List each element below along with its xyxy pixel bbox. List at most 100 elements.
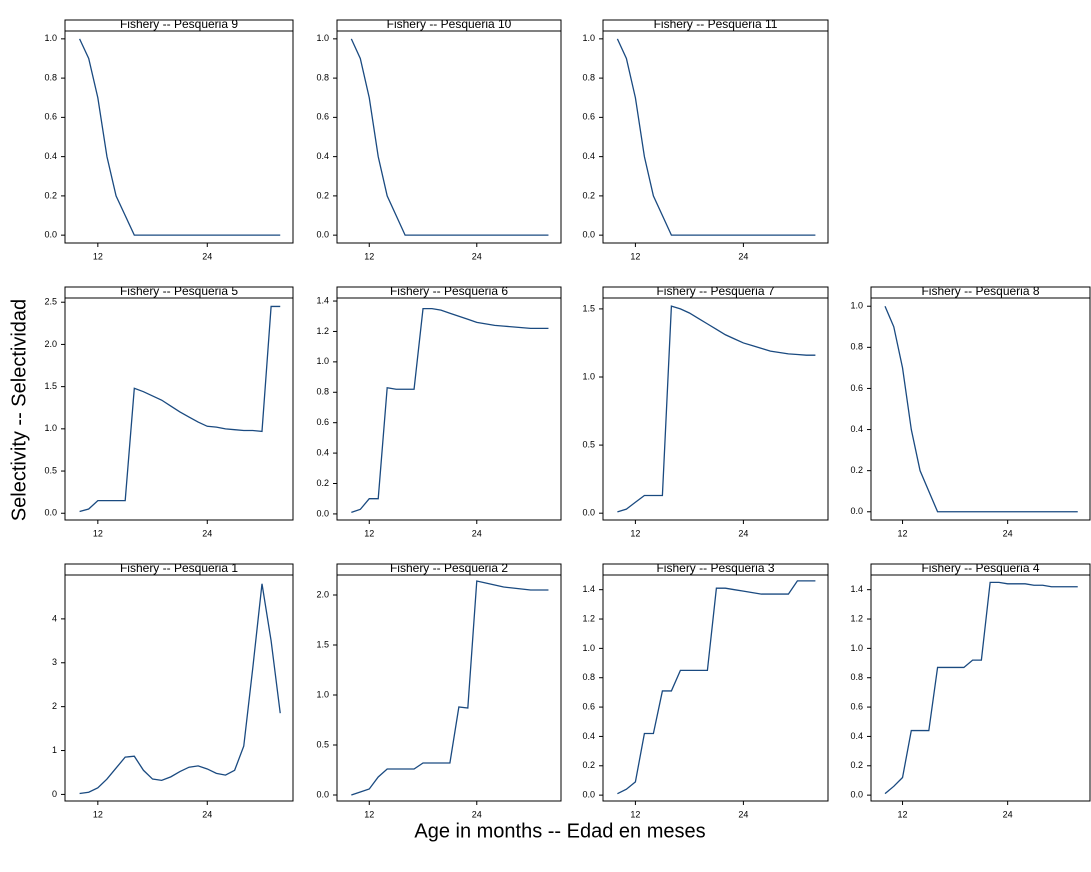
y-tick-label: 1.0 bbox=[44, 423, 57, 433]
x-tick-label: 12 bbox=[898, 528, 908, 538]
y-tick-label: 0.4 bbox=[850, 731, 863, 741]
y-tick-label: 0.5 bbox=[582, 439, 595, 449]
strip bbox=[336, 286, 562, 299]
y-tick-label: 0.6 bbox=[850, 701, 863, 711]
x-tick-label: 12 bbox=[93, 809, 103, 819]
panel-frame bbox=[64, 19, 294, 244]
y-tick-label: 2.5 bbox=[44, 297, 57, 307]
panel-frame bbox=[64, 563, 294, 802]
x-tick-label: 24 bbox=[1003, 809, 1013, 819]
series-line bbox=[79, 38, 281, 236]
y-tick-label: 1 bbox=[52, 745, 57, 755]
y-tick-label: 0.8 bbox=[850, 672, 863, 682]
panel-frame bbox=[64, 286, 294, 521]
x-tick-label: 24 bbox=[472, 528, 482, 538]
x-tick-label: 24 bbox=[202, 809, 212, 819]
strip bbox=[64, 286, 294, 299]
y-tick-label: 1.0 bbox=[316, 356, 329, 366]
x-tick-label: 24 bbox=[1003, 528, 1013, 538]
y-tick-label: 1.4 bbox=[582, 584, 595, 594]
y-tick-label: 0.0 bbox=[44, 230, 57, 240]
series-line bbox=[79, 583, 281, 795]
y-tick-label: 0.6 bbox=[582, 112, 595, 122]
y-tick-label: 0.0 bbox=[582, 508, 595, 518]
y-tick-label: 0.4 bbox=[850, 424, 863, 434]
x-tick-label: 12 bbox=[364, 809, 374, 819]
y-tick-label: 1.2 bbox=[582, 613, 595, 623]
y-tick-label: 1.5 bbox=[582, 303, 595, 313]
y-tick-label: 3 bbox=[52, 657, 57, 667]
panel-title: Fishery -- Pesqueria 3 bbox=[656, 561, 774, 575]
y-tick-label: 0.0 bbox=[316, 230, 329, 240]
y-tick-label: 0.4 bbox=[316, 447, 329, 457]
panel-frame bbox=[336, 19, 562, 244]
y-tick-label: 1.0 bbox=[44, 33, 57, 43]
strip bbox=[870, 286, 1091, 299]
strip bbox=[870, 563, 1091, 576]
x-tick-label: 12 bbox=[93, 528, 103, 538]
x-tick-label: 12 bbox=[93, 251, 103, 261]
y-tick-label: 0.0 bbox=[850, 790, 863, 800]
x-tick-label: 12 bbox=[364, 251, 374, 261]
series-line bbox=[351, 307, 549, 514]
y-tick-label: 0.2 bbox=[582, 190, 595, 200]
panel-title: Fishery -- Pesqueria 1 bbox=[120, 561, 238, 575]
y-tick-label: 0.0 bbox=[44, 508, 57, 518]
y-tick-label: 0.8 bbox=[44, 72, 57, 82]
series-line bbox=[351, 580, 549, 796]
y-tick-label: 0.4 bbox=[582, 731, 595, 741]
x-tick-label: 24 bbox=[738, 528, 748, 538]
x-axis-label: Age in months -- Edad en meses bbox=[414, 820, 705, 842]
y-tick-label: 1.0 bbox=[316, 33, 329, 43]
series-line bbox=[350, 38, 549, 236]
y-tick-label: 2 bbox=[52, 701, 57, 711]
panel-frame bbox=[870, 563, 1091, 802]
y-tick-label: 1.4 bbox=[316, 295, 329, 305]
series-line bbox=[79, 305, 281, 513]
strip bbox=[602, 19, 829, 32]
y-tick-label: 1.0 bbox=[850, 643, 863, 653]
y-tick-label: 0.2 bbox=[44, 190, 57, 200]
panel-title: Fishery -- Pesqueria 11 bbox=[654, 17, 778, 31]
series-line bbox=[884, 581, 1078, 795]
series-line bbox=[884, 305, 1078, 513]
x-tick-label: 24 bbox=[202, 251, 212, 261]
x-tick-label: 24 bbox=[472, 809, 482, 819]
panel-title: Fishery -- Pesqueria 6 bbox=[390, 284, 508, 298]
y-tick-label: 2.0 bbox=[316, 589, 329, 599]
strip bbox=[64, 563, 294, 576]
panel-frame bbox=[336, 563, 562, 802]
panel-title: Fishery -- Pesqueria 2 bbox=[390, 561, 508, 575]
y-tick-label: 0.6 bbox=[316, 417, 329, 427]
x-tick-label: 12 bbox=[630, 809, 640, 819]
y-tick-label: 0.8 bbox=[316, 72, 329, 82]
panel-title: Fishery -- Pesqueria 5 bbox=[120, 284, 238, 298]
x-tick-label: 24 bbox=[738, 809, 748, 819]
y-tick-label: 0.8 bbox=[582, 672, 595, 682]
y-tick-label: 0.0 bbox=[316, 508, 329, 518]
panel-frame bbox=[336, 286, 562, 521]
y-tick-label: 4 bbox=[52, 613, 57, 623]
panel-title: Fishery -- Pesqueria 9 bbox=[120, 17, 238, 31]
y-tick-label: 0.0 bbox=[582, 790, 595, 800]
x-tick-label: 12 bbox=[630, 528, 640, 538]
y-tick-label: 0.6 bbox=[44, 112, 57, 122]
y-tick-label: 1.5 bbox=[316, 639, 329, 649]
x-tick-label: 12 bbox=[630, 251, 640, 261]
strip bbox=[64, 19, 294, 32]
y-tick-label: 1.2 bbox=[850, 613, 863, 623]
y-tick-label: 0.6 bbox=[316, 112, 329, 122]
strip bbox=[336, 563, 562, 576]
y-tick-label: 0.4 bbox=[316, 151, 329, 161]
y-tick-label: 0.5 bbox=[316, 739, 329, 749]
y-tick-label: 0.8 bbox=[850, 342, 863, 352]
y-tick-label: 0.8 bbox=[316, 387, 329, 397]
panel-frame bbox=[870, 286, 1091, 521]
strip bbox=[336, 19, 562, 32]
x-tick-label: 24 bbox=[738, 251, 748, 261]
series-line bbox=[617, 305, 816, 513]
panel-title: Fishery -- Pesqueria 10 bbox=[387, 17, 512, 31]
strip bbox=[602, 286, 829, 299]
